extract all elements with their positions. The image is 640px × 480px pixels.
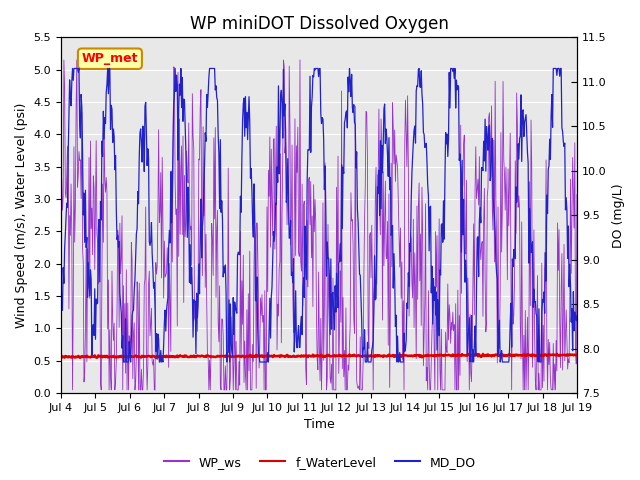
Text: WP_met: WP_met xyxy=(82,52,138,65)
Y-axis label: DO (mg/L): DO (mg/L) xyxy=(612,183,625,248)
Title: WP miniDOT Dissolved Oxygen: WP miniDOT Dissolved Oxygen xyxy=(189,15,449,33)
Legend: WP_ws, f_WaterLevel, MD_DO: WP_ws, f_WaterLevel, MD_DO xyxy=(159,451,481,474)
Y-axis label: Wind Speed (m/s), Water Level (psi): Wind Speed (m/s), Water Level (psi) xyxy=(15,103,28,328)
X-axis label: Time: Time xyxy=(303,419,334,432)
